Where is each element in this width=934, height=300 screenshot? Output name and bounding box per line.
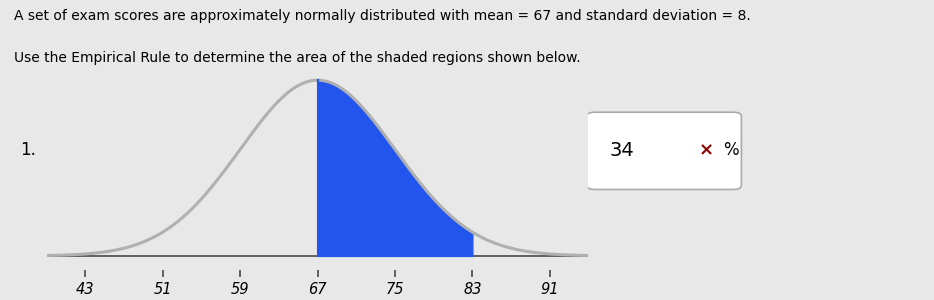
Text: %: %	[724, 141, 739, 159]
Text: A set of exam scores are approximately normally distributed with mean = 67 and s: A set of exam scores are approximately n…	[14, 9, 751, 23]
Text: 34: 34	[610, 140, 634, 160]
Text: 1.: 1.	[21, 141, 36, 159]
Text: Use the Empirical Rule to determine the area of the shaded regions shown below.: Use the Empirical Rule to determine the …	[14, 51, 581, 65]
Text: ×: ×	[699, 141, 714, 159]
FancyBboxPatch shape	[587, 112, 742, 190]
